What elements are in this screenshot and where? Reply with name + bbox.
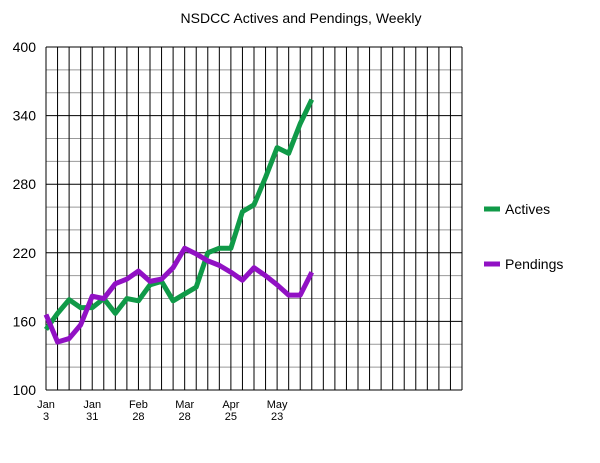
y-tick-label: 400: [13, 39, 37, 55]
x-tick-label-month: Apr: [222, 399, 239, 411]
x-tick-label-month: Feb: [129, 399, 148, 411]
x-tick-label-day: 28: [132, 411, 144, 423]
x-tick-label-day: 28: [179, 411, 191, 423]
x-tick-label-day: 31: [86, 411, 98, 423]
y-tick-label: 220: [13, 245, 37, 261]
x-tick-label-month: Mar: [175, 399, 194, 411]
series-line-pendings: [43, 245, 315, 345]
x-tick-label-month: Jan: [83, 399, 101, 411]
y-tick-label: 340: [13, 108, 37, 124]
x-tick-label-day: 3: [43, 411, 49, 423]
legend-label-actives: Actives: [505, 201, 550, 217]
legend: Actives Pendings: [484, 201, 563, 272]
y-axis-ticks: 100 160 220 280 340 400: [13, 39, 37, 398]
y-tick-label: 100: [13, 382, 37, 398]
y-tick-label: 280: [13, 176, 37, 192]
x-tick-label-day: 25: [225, 411, 237, 423]
series-line-actives: [43, 98, 315, 331]
x-tick-label-day: 23: [271, 411, 283, 423]
chart-title: NSDCC Actives and Pendings, Weekly: [181, 10, 422, 26]
x-tick-label-month: May: [267, 399, 288, 411]
legend-label-pendings: Pendings: [505, 256, 563, 272]
y-tick-label: 160: [13, 313, 37, 329]
plot-grid: [45, 46, 463, 391]
series-lines: [43, 98, 315, 345]
x-tick-label-month: Jan: [37, 399, 55, 411]
